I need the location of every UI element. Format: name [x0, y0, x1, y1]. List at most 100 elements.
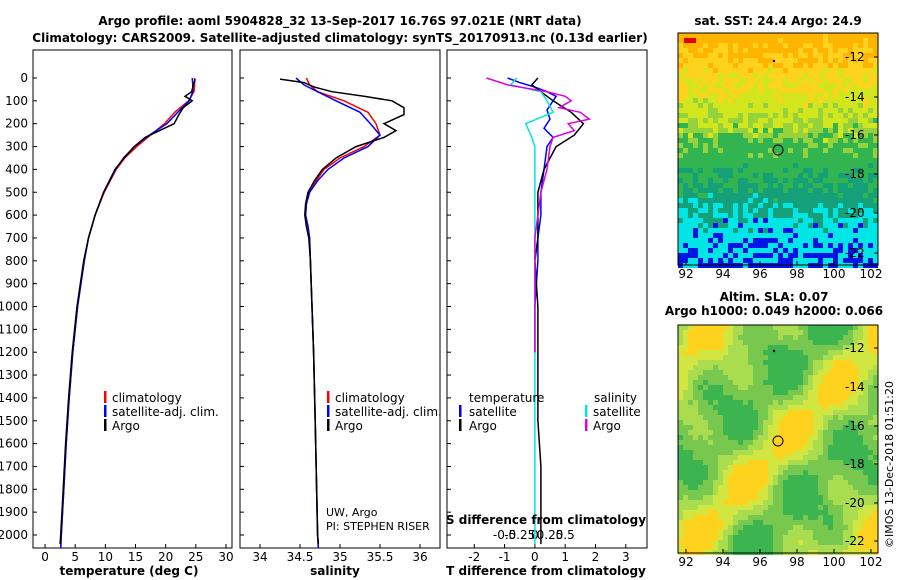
- sst-cell: [713, 123, 718, 128]
- sla-cell: [708, 425, 713, 430]
- sst-cell: [863, 78, 868, 83]
- sst-cell: [758, 43, 763, 48]
- sla-cell: [773, 470, 778, 475]
- sst-cell: [808, 113, 813, 118]
- sst-cell: [768, 33, 773, 38]
- sst-cell: [713, 153, 718, 158]
- sst-cell: [728, 188, 733, 193]
- sst-cell: [723, 208, 728, 213]
- sla-cell: [858, 530, 863, 535]
- sla-cell: [728, 385, 733, 390]
- sla-cell: [778, 430, 783, 435]
- sla-cell: [833, 415, 838, 420]
- sla-cell: [693, 425, 698, 430]
- sst-cell: [733, 218, 738, 223]
- sla-cell: [863, 350, 868, 355]
- sla-cell: [818, 515, 823, 520]
- sst-cell: [678, 133, 683, 138]
- sst-cell: [818, 153, 823, 158]
- sst-cell: [833, 113, 838, 118]
- sst-cell: [823, 228, 828, 233]
- sst-cell: [688, 113, 693, 118]
- sst-cell: [813, 198, 818, 203]
- sla-cell: [768, 480, 773, 485]
- sst-cell: [868, 78, 873, 83]
- sst-cell: [818, 78, 823, 83]
- sst-cell: [863, 188, 868, 193]
- sst-cell: [863, 183, 868, 188]
- sst-cell: [803, 203, 808, 208]
- sla-cell: [763, 480, 768, 485]
- sst-cell: [698, 183, 703, 188]
- sst-cell: [738, 253, 743, 258]
- sla-cell: [718, 420, 723, 425]
- sst-cell: [723, 198, 728, 203]
- sst-cell: [788, 143, 793, 148]
- sla-cell: [823, 380, 828, 385]
- sst-cell: [698, 173, 703, 178]
- sla-cell: [763, 395, 768, 400]
- sst-cell: [783, 143, 788, 148]
- sla-cell: [703, 485, 708, 490]
- sla-cell: [693, 505, 698, 510]
- sst-cell: [703, 198, 708, 203]
- sst-cell: [823, 188, 828, 193]
- sla-cell: [833, 510, 838, 515]
- sst-cell: [758, 188, 763, 193]
- sla-cell: [783, 505, 788, 510]
- sst-cell: [728, 68, 733, 73]
- sla-cell: [848, 535, 853, 540]
- sla-cell: [863, 530, 868, 535]
- sla-cell: [798, 515, 803, 520]
- sst-cell: [803, 198, 808, 203]
- sst-cell: [718, 58, 723, 63]
- sst-cell: [868, 163, 873, 168]
- sst-cell: [788, 183, 793, 188]
- sst-cell: [683, 183, 688, 188]
- sla-cell: [733, 350, 738, 355]
- sst-cell: [773, 78, 778, 83]
- sst-cell: [843, 248, 848, 253]
- sla-cell: [783, 480, 788, 485]
- sla-cell: [778, 365, 783, 370]
- sst-cell: [728, 173, 733, 178]
- sst-cell: [813, 138, 818, 143]
- sst-cell: [778, 88, 783, 93]
- depth-tick-label: 700: [5, 231, 28, 245]
- sla-cell: [723, 500, 728, 505]
- sla-cell: [723, 535, 728, 540]
- sst-cell: [723, 58, 728, 63]
- sst-cell: [723, 103, 728, 108]
- sst-cell: [813, 153, 818, 158]
- sla-cell: [873, 445, 878, 450]
- sst-cell: [723, 218, 728, 223]
- sst-cell: [853, 68, 858, 73]
- sla-cell: [823, 505, 828, 510]
- sst-cell: [783, 108, 788, 113]
- sla-cell: [813, 515, 818, 520]
- sst-cell: [713, 48, 718, 53]
- sla-cell: [718, 500, 723, 505]
- sla-cell: [788, 535, 793, 540]
- sla-cell: [763, 455, 768, 460]
- sst-cell: [868, 33, 873, 38]
- sst-cell: [773, 38, 778, 43]
- sst-cell: [828, 158, 833, 163]
- sst-cell: [868, 248, 873, 253]
- sst-cell: [868, 188, 873, 193]
- sla-cell: [693, 325, 698, 330]
- sst-cell: [713, 58, 718, 63]
- sla-cell: [783, 370, 788, 375]
- sla-cell: [688, 490, 693, 495]
- sla-cell: [853, 505, 858, 510]
- sst-cell: [833, 188, 838, 193]
- sst-cell: [843, 38, 848, 43]
- sst-cell: [768, 203, 773, 208]
- sst-cell: [728, 78, 733, 83]
- sla-cell: [763, 335, 768, 340]
- sla-cell: [723, 335, 728, 340]
- sst-cell: [693, 203, 698, 208]
- sla-cell: [853, 365, 858, 370]
- map-y-tick-label: -20: [845, 206, 865, 220]
- sla-cell: [803, 380, 808, 385]
